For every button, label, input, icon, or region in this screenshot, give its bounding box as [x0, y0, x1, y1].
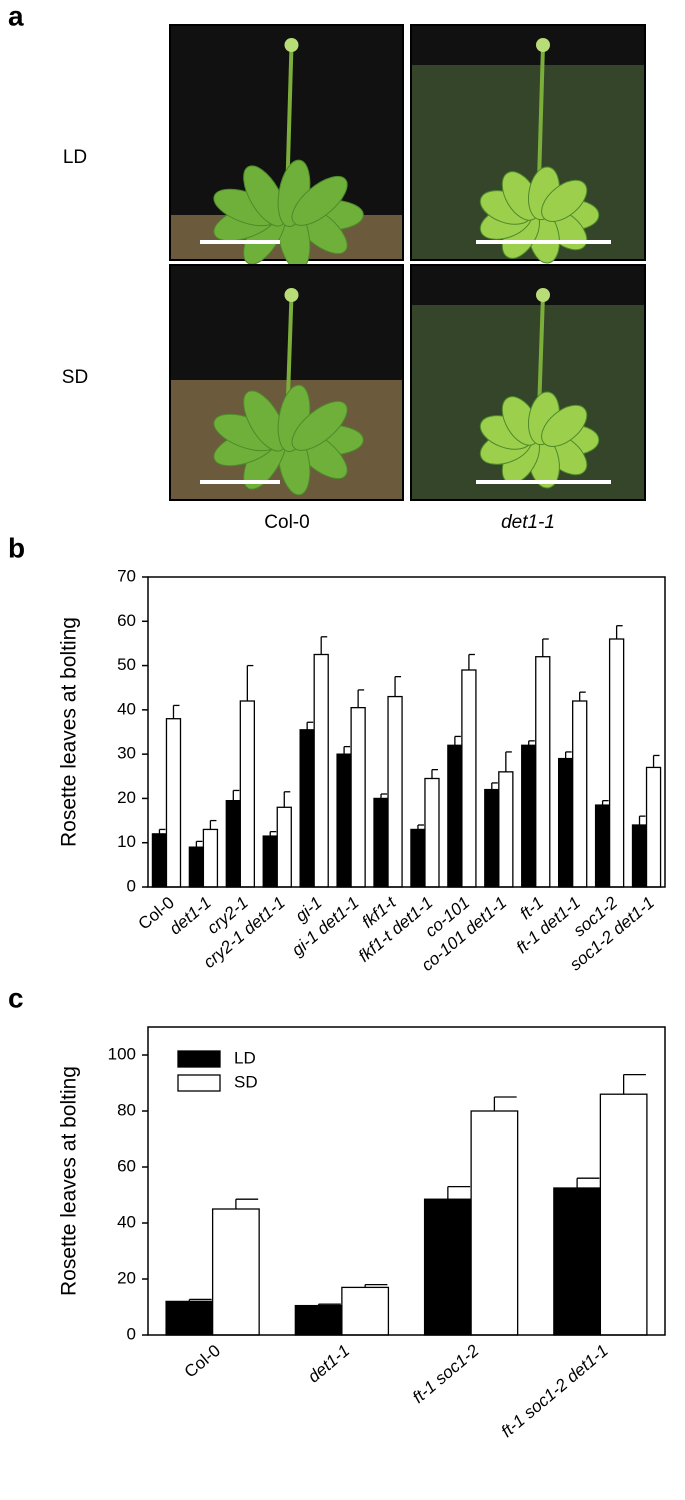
photo	[410, 24, 646, 264]
bud	[284, 38, 299, 52]
bar	[410, 828, 426, 888]
legend-swatch	[177, 1074, 221, 1092]
y-axis-label: Rosette leaves at bolting	[58, 617, 81, 847]
bar	[165, 1300, 214, 1336]
bud	[536, 38, 550, 52]
bar	[188, 846, 205, 888]
bar	[594, 804, 611, 888]
bar	[211, 1208, 260, 1336]
bar	[572, 700, 588, 888]
bar	[202, 828, 219, 888]
leaf	[243, 390, 287, 452]
bar	[225, 799, 241, 888]
legend-label: SD	[234, 1072, 258, 1091]
x-tick-label: ft-1 soc1-2 det1-1	[498, 1341, 612, 1441]
y-tick-label: 20	[117, 788, 136, 807]
bud	[284, 288, 299, 302]
bar	[498, 771, 514, 888]
photo	[410, 264, 646, 501]
bar	[521, 744, 537, 888]
row-label: LD	[63, 147, 87, 168]
bar	[313, 653, 329, 888]
bar	[461, 669, 477, 888]
bar	[151, 833, 168, 888]
bar	[299, 729, 315, 888]
leaf	[541, 179, 588, 222]
bar	[484, 788, 500, 888]
bar	[294, 1304, 343, 1336]
bar	[608, 638, 625, 888]
y-tick-label: 80	[117, 1100, 136, 1119]
bar	[341, 1286, 390, 1336]
y-tick-label: 100	[108, 1044, 136, 1063]
bar	[239, 700, 256, 888]
leaf	[243, 165, 287, 227]
y-tick-label: 10	[117, 832, 136, 851]
y-tick-label: 40	[117, 699, 136, 718]
photo	[169, 24, 404, 271]
bar	[262, 835, 278, 888]
panel-label: a	[8, 0, 24, 31]
bar	[373, 797, 389, 888]
bar	[424, 777, 440, 888]
y-tick-label: 60	[117, 611, 136, 630]
y-tick-label: 0	[127, 876, 136, 895]
legend-swatch	[177, 1050, 221, 1068]
bar	[276, 806, 292, 888]
y-tick-label: 40	[117, 1212, 136, 1231]
photo	[169, 264, 404, 501]
bar	[599, 1093, 648, 1336]
bar	[631, 824, 648, 888]
bar	[387, 695, 403, 888]
bar	[350, 706, 366, 888]
x-tick-label: det1-1	[304, 1341, 353, 1387]
x-tick-label: det1-1	[166, 893, 215, 939]
bud	[536, 288, 550, 302]
bar	[557, 757, 574, 888]
bar	[447, 744, 463, 888]
row-label: SD	[62, 367, 88, 388]
y-tick-label: 0	[127, 1324, 136, 1343]
x-tick-label: ft-1 soc1-2	[409, 1341, 483, 1408]
y-tick-label: 20	[117, 1268, 136, 1287]
y-tick-label: 30	[117, 744, 136, 763]
bar	[165, 718, 182, 888]
panel-label: c	[8, 982, 24, 1013]
leaf	[291, 400, 348, 451]
bar	[336, 753, 352, 888]
y-tick-label: 60	[117, 1156, 136, 1175]
leaf	[541, 404, 588, 447]
column-label: Col-0	[264, 512, 309, 533]
y-tick-label: 70	[117, 566, 136, 585]
leaf	[291, 175, 348, 226]
bar	[470, 1110, 519, 1336]
column-label: det1-1	[501, 512, 555, 533]
bar	[553, 1187, 602, 1336]
plot-frame	[147, 576, 666, 888]
legend-label: LD	[234, 1048, 256, 1067]
bar	[423, 1198, 472, 1336]
bar	[645, 766, 662, 888]
panel-label: b	[8, 532, 25, 563]
y-axis-label: Rosette leaves at bolting	[58, 1066, 81, 1296]
x-tick-label: Col-0	[181, 1341, 224, 1382]
x-tick-label: gi-1 det1-1	[288, 893, 362, 960]
bar	[535, 656, 551, 888]
plot-frame	[147, 1026, 666, 1336]
y-tick-label: 50	[117, 655, 136, 674]
